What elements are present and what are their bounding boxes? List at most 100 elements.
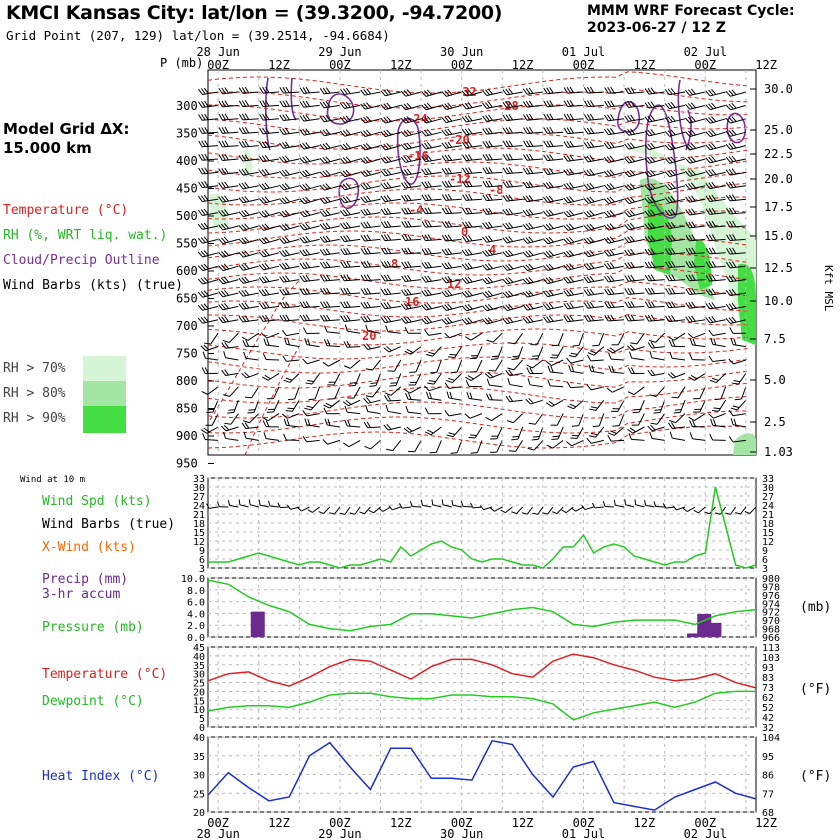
surface-wind-barb	[441, 499, 452, 508]
wind-barb	[447, 346, 463, 359]
wind-barb	[563, 289, 584, 297]
wind-barb	[705, 274, 726, 282]
surface-wind-barb	[644, 500, 655, 508]
wind-barb	[279, 262, 300, 270]
wind-barb	[568, 346, 584, 358]
wind-barb	[423, 385, 442, 392]
wind-speed-left-tick: 21	[193, 510, 205, 521]
wind-barb	[319, 183, 341, 191]
pressure-right-tick: 978	[762, 582, 780, 593]
wind-barb	[421, 102, 442, 111]
wind-barb	[197, 87, 219, 95]
wind-barb	[360, 182, 381, 190]
pressure-tick-label: 700	[176, 319, 198, 333]
forecast-cycle: MMM WRF Forecast Cycle: 2023-06-27 / 12 …	[587, 3, 795, 37]
wind-barb	[528, 413, 544, 425]
wind-barb	[241, 371, 259, 379]
temperature-left-tick: 10	[193, 705, 205, 716]
wind-barb	[446, 426, 463, 438]
surface-wind-barb	[500, 506, 513, 514]
wind-barb	[469, 346, 483, 360]
wind-barb	[218, 276, 239, 285]
wind-barb	[461, 141, 483, 149]
wind-barb	[583, 168, 604, 177]
wind-barb	[664, 182, 686, 191]
wind-barb	[669, 351, 686, 361]
wind-barb	[360, 287, 381, 295]
wind-barb	[685, 315, 706, 323]
wind-barb	[644, 196, 665, 204]
wind-barb	[527, 378, 543, 388]
wind-barb	[705, 288, 726, 296]
time-tick-top: 00Z	[694, 58, 716, 72]
wind-barb	[421, 155, 442, 163]
time-tick-bottom: 12Z	[755, 816, 777, 830]
wind-barb	[444, 382, 462, 389]
wind-barb	[380, 116, 401, 124]
wind-barb	[218, 87, 239, 95]
temperature-contour-label: -32	[455, 85, 477, 99]
wind-barb	[644, 101, 665, 109]
wind-barb	[542, 236, 564, 245]
wind-barb	[708, 355, 726, 362]
wind-speed-right-tick: 24	[762, 501, 774, 512]
wind-barb	[319, 101, 340, 109]
wind-barb	[339, 183, 361, 191]
wind-barb	[507, 359, 523, 371]
day-label-top: 29 Jun	[318, 45, 361, 59]
wind-barb	[319, 169, 341, 178]
wind-barb	[323, 399, 341, 409]
wind-barb	[583, 288, 604, 296]
wind-barb	[299, 261, 320, 270]
wind-barb	[461, 290, 483, 298]
wind-barb	[502, 316, 523, 325]
wind-barb	[244, 386, 260, 399]
wind-barb	[490, 426, 503, 440]
rh80-swatch	[83, 381, 126, 406]
time-tick-bottom: 00Z	[207, 816, 229, 830]
pressure-tick-label: 950	[176, 457, 198, 471]
temperature-left-tick: 40	[193, 652, 205, 663]
wind-barb	[486, 393, 503, 401]
wind-barb	[320, 314, 340, 322]
wind-barb	[220, 424, 239, 432]
wind-barb	[441, 102, 462, 110]
wind-barb	[263, 338, 280, 348]
wind-barb	[343, 341, 361, 348]
wind-barb	[550, 413, 564, 426]
wind-barb	[299, 86, 320, 94]
wind-barb	[389, 373, 402, 387]
wind-barb	[340, 221, 361, 230]
wind-barb	[218, 181, 239, 189]
wind-barb	[198, 167, 219, 175]
surface-wind-barb	[470, 502, 483, 509]
wind-barb	[505, 395, 523, 403]
wind-barb	[461, 317, 483, 325]
wind-barb	[522, 290, 544, 298]
surface-wind-barb	[399, 503, 412, 509]
wind-barb	[668, 339, 686, 348]
wind-barb	[531, 426, 544, 441]
wind-speed-right-tick: 6	[762, 555, 768, 566]
wind-barb	[624, 183, 645, 191]
wind-barb	[400, 102, 422, 111]
wind-barb	[441, 115, 462, 124]
wind-barb	[421, 234, 442, 242]
wind-barb	[197, 236, 219, 244]
time-tick-top: 00Z	[329, 58, 351, 72]
wind-barb	[604, 288, 625, 296]
wind-speed-left-tick: 12	[193, 537, 205, 548]
wind-barb	[644, 87, 665, 95]
temperature-contour-label: 4	[489, 243, 496, 257]
wind-barb	[218, 153, 239, 162]
wind-barb	[227, 400, 239, 414]
wind-barb	[441, 207, 462, 215]
wind-barb	[360, 208, 381, 216]
pressure-tick-label: 850	[176, 402, 198, 416]
wind-barb	[322, 439, 341, 445]
wind-barb	[629, 351, 645, 361]
temperature-left-tick: 15	[193, 696, 205, 707]
wind-barb	[340, 234, 361, 243]
